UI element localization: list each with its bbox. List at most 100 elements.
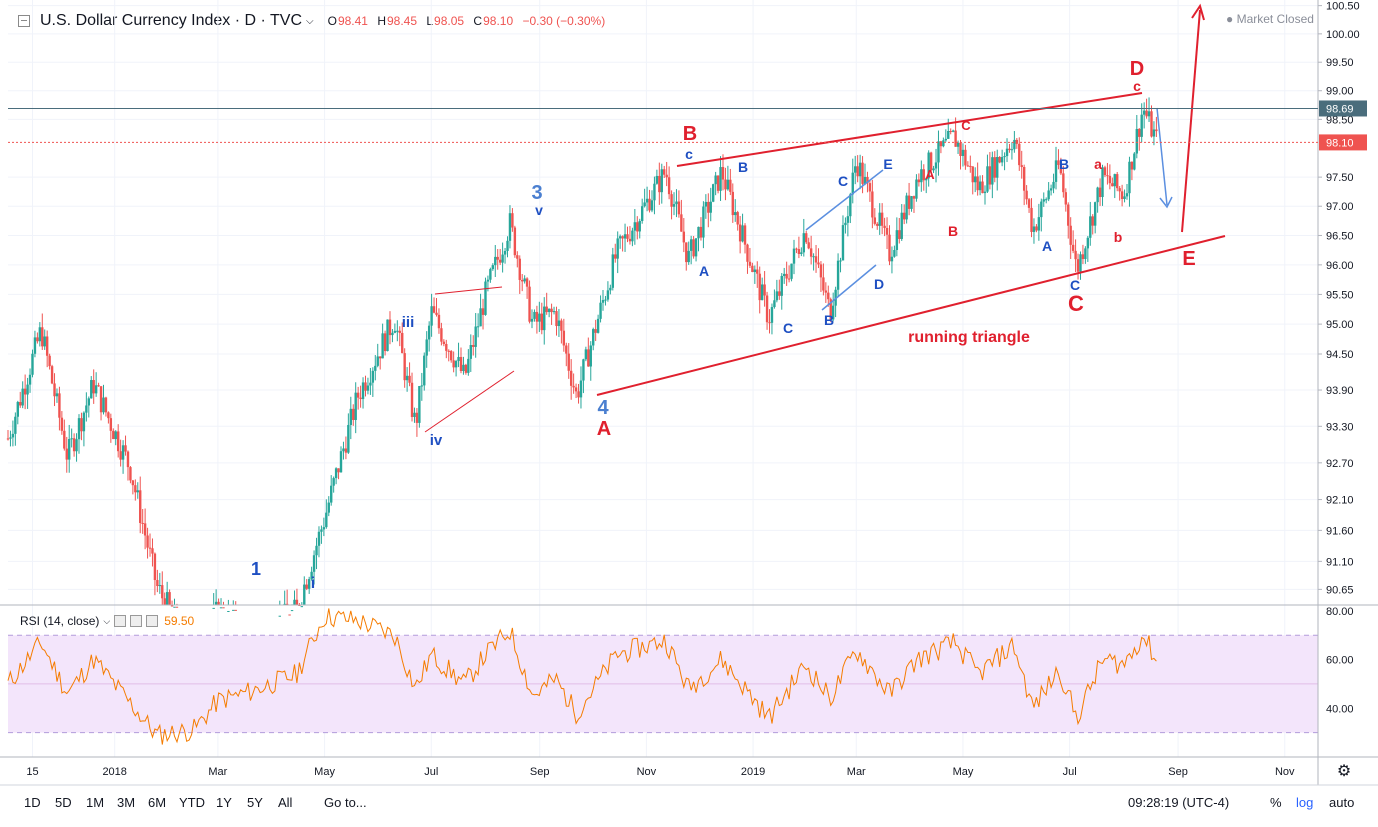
- candle-body: [344, 448, 348, 453]
- candle-body: [538, 313, 541, 322]
- candle-body: [973, 176, 977, 183]
- candle-body: [126, 451, 130, 468]
- candle-body: [819, 264, 823, 278]
- candle-body: [814, 256, 818, 263]
- candle-body: [871, 191, 874, 218]
- candle-body: [26, 384, 29, 395]
- candle-body: [929, 152, 933, 171]
- candle-body: [770, 307, 774, 323]
- auto-toggle[interactable]: auto: [1329, 795, 1355, 810]
- candle-body: [1005, 148, 1009, 157]
- candle-body: [702, 206, 705, 238]
- candle-body: [543, 306, 546, 331]
- candle-body: [513, 227, 517, 256]
- candle-body: [116, 431, 120, 452]
- price-tick-label: 93.30: [1326, 421, 1354, 433]
- candle-body: [758, 273, 761, 301]
- candle-body: [396, 330, 399, 332]
- candle-body: [486, 279, 490, 282]
- candle-body: [763, 284, 766, 296]
- time-tick-label: Sep: [530, 766, 550, 778]
- candle-body: [910, 196, 913, 209]
- candle-body: [998, 157, 1001, 163]
- candle-body: [831, 305, 835, 320]
- wave-label: C: [1068, 291, 1084, 316]
- chevron-down-icon[interactable]: ⌵: [306, 15, 314, 27]
- timeframe-3m-button[interactable]: 3M: [117, 795, 136, 810]
- candle-body: [330, 485, 333, 503]
- candle-body: [1062, 173, 1065, 193]
- candle-body: [467, 358, 470, 373]
- candle-body: [447, 350, 450, 352]
- candle-body: [170, 605, 174, 607]
- candle-body: [334, 468, 338, 479]
- timeframe-1d-button[interactable]: 1D: [24, 795, 41, 810]
- candle-body: [112, 430, 115, 440]
- candle-body: [827, 292, 830, 300]
- candle-body: [547, 308, 551, 313]
- candle-body: [809, 248, 813, 257]
- candle-body: [1079, 254, 1082, 272]
- gear-icon[interactable]: [130, 615, 143, 627]
- candle-body: [449, 351, 453, 361]
- timeframe-1m-button[interactable]: 1M: [86, 795, 105, 810]
- candle-body: [283, 603, 286, 605]
- eye-icon[interactable]: [114, 615, 127, 627]
- candle-body: [643, 202, 646, 207]
- rsi-label[interactable]: RSI (14, close): [20, 614, 100, 628]
- candle-body: [765, 295, 769, 323]
- candle-body: [457, 356, 460, 362]
- chevron-down-icon[interactable]: ⌵: [103, 615, 111, 626]
- percent-toggle[interactable]: %: [1270, 795, 1282, 810]
- gear-icon[interactable]: ⚙: [1337, 763, 1351, 780]
- candle-body: [954, 130, 957, 147]
- rsi-legend: RSI (14, close) ⌵ 59.50: [20, 614, 194, 628]
- wave-label: B: [683, 123, 697, 145]
- candle-body: [148, 547, 152, 549]
- candle-body: [45, 336, 49, 356]
- timeframe-6m-button[interactable]: 6M: [148, 795, 167, 810]
- wave-label: B: [738, 159, 748, 175]
- candle-body: [778, 291, 781, 296]
- candle-body: [1037, 217, 1041, 231]
- timeframe-1y-button[interactable]: 1Y: [216, 795, 232, 810]
- rsi-tick-label: 40.00: [1326, 703, 1354, 715]
- timeframe-5d-button[interactable]: 5D: [55, 795, 72, 810]
- price-tick-label: 93.90: [1326, 385, 1354, 397]
- candle-body: [1152, 129, 1156, 137]
- candle-body: [1091, 216, 1094, 226]
- candle-body: [36, 337, 39, 342]
- wave-label: iv: [430, 432, 443, 449]
- low-label: L: [426, 14, 434, 28]
- candle-body: [1015, 139, 1019, 144]
- wave-label: C: [961, 118, 971, 133]
- candle-body: [805, 233, 808, 243]
- symbol-title[interactable]: U.S. Dollar Currency Index · D · TVC: [40, 12, 302, 29]
- candle-body: [572, 385, 575, 388]
- rsi-value: 59.50: [164, 614, 195, 628]
- candle-body: [885, 228, 889, 235]
- candle-body: [1128, 161, 1131, 194]
- log-toggle[interactable]: log: [1296, 795, 1314, 810]
- close-icon[interactable]: [146, 615, 159, 627]
- wave-label: C: [1070, 277, 1080, 293]
- timeframe-all-button[interactable]: All: [278, 795, 293, 810]
- goto-button[interactable]: Go to...: [324, 795, 367, 810]
- wave-label: i: [311, 575, 315, 592]
- candle-body: [41, 327, 44, 347]
- collapse-icon[interactable]: [18, 15, 30, 27]
- candle-body: [290, 610, 294, 612]
- rsi-pane: 80.00 60.00 40.00: [7, 606, 1354, 745]
- candle-body: [876, 223, 879, 226]
- timeframe-ytd-button[interactable]: YTD: [179, 795, 205, 810]
- candle-body: [28, 374, 32, 385]
- candle-body: [312, 555, 316, 572]
- candle-body: [1125, 193, 1129, 197]
- candle-body: [222, 607, 225, 609]
- candle-body: [577, 391, 580, 398]
- timeframe-5y-button[interactable]: 5Y: [247, 795, 263, 810]
- axes: 100.50 100.00 99.50 99.00 98.50 97.50 97.00 96.…: [0, 0, 1378, 786]
- candle-body: [528, 286, 531, 322]
- candle-body: [680, 214, 683, 232]
